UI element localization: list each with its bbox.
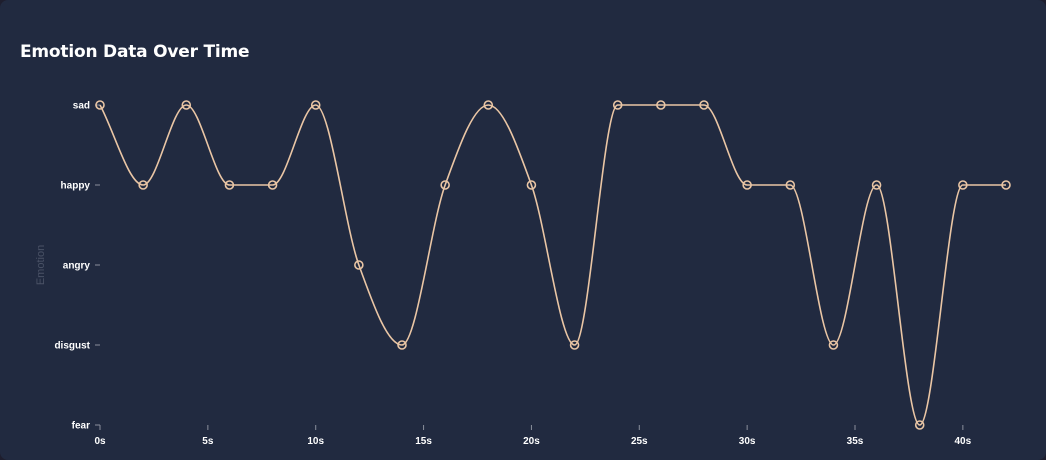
x-tick-label-10: 10s [307,436,324,447]
data-point-8s [267,180,278,190]
y-axis-title: Emotion [35,245,47,285]
data-point-30s [742,180,752,190]
data-point-24s [612,100,623,110]
x-tick-label-25: 25s [631,436,648,447]
x-tick-label-0: 0s [94,436,106,447]
data-point-16s [440,180,450,190]
data-point-40s [958,180,968,190]
data-point-18s [483,100,494,110]
data-points [95,100,1011,430]
data-point-22s [569,340,580,350]
chart-title: Emotion Data Over Time [20,42,250,62]
data-point-32s [785,180,796,190]
data-point-12s [354,260,364,270]
data-point-10s [310,100,321,110]
data-point-26s [656,100,666,110]
data-point-2s [138,180,148,190]
y-tick-label-fear: fear [72,421,90,432]
y-tick-label-sad: sad [73,101,90,112]
data-point-34s [828,340,839,350]
x-axis: 0s 5s 10s 15s 20s 25s 30s 35s 40s [94,425,972,447]
x-tick-label-5: 5s [202,436,214,447]
x-tick-label-20: 20s [523,436,540,447]
series-line-emotion [99,104,1006,426]
data-point-38s [914,420,925,430]
x-tick-label-30: 30s [739,436,756,447]
data-point-14s [397,340,407,350]
y-tick-label-disgust: disgust [54,341,90,352]
data-point-28s [699,100,709,110]
data-point-0s [95,100,105,110]
data-point-20s [526,180,537,190]
data-point-36s [871,180,882,190]
y-tick-label-happy: happy [61,181,91,192]
data-point-6s [224,180,235,190]
data-point-4s [181,100,192,110]
x-tick-label-35: 35s [847,436,864,447]
data-point-42s [1001,180,1011,190]
y-tick-label-angry: angry [63,261,91,272]
x-tick-label-15: 15s [415,436,432,447]
x-tick-label-40: 40s [955,436,972,447]
y-axis: sad happy angry disgust fear [54,101,100,432]
